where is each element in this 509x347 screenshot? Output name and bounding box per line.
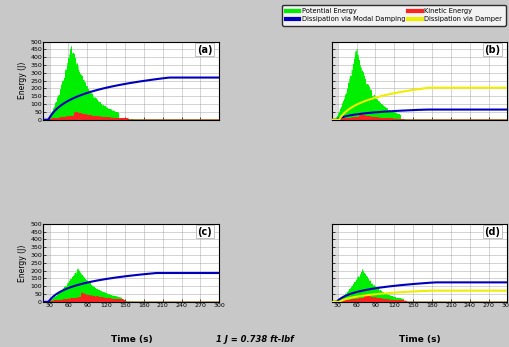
Text: Time (s): Time (s) (110, 335, 152, 344)
Bar (43, 224, 49, 302)
Y-axis label: Energy (J): Energy (J) (18, 244, 27, 281)
Text: Time (s): Time (s) (398, 335, 439, 344)
Bar (43, 42, 49, 120)
Text: (d): (d) (484, 227, 499, 237)
Text: (b): (b) (484, 45, 499, 55)
Legend: Potential Energy, Dissipation via Modal Damping, Kinetic Energy, Dissipation via: Potential Energy, Dissipation via Modal … (281, 5, 504, 26)
Text: 1 J = 0.738 ft-lbf: 1 J = 0.738 ft-lbf (216, 335, 293, 344)
Bar (331, 42, 337, 120)
Text: (c): (c) (197, 227, 212, 237)
Text: (a): (a) (196, 45, 212, 55)
Bar (331, 224, 337, 302)
Y-axis label: Energy (J): Energy (J) (18, 62, 27, 99)
